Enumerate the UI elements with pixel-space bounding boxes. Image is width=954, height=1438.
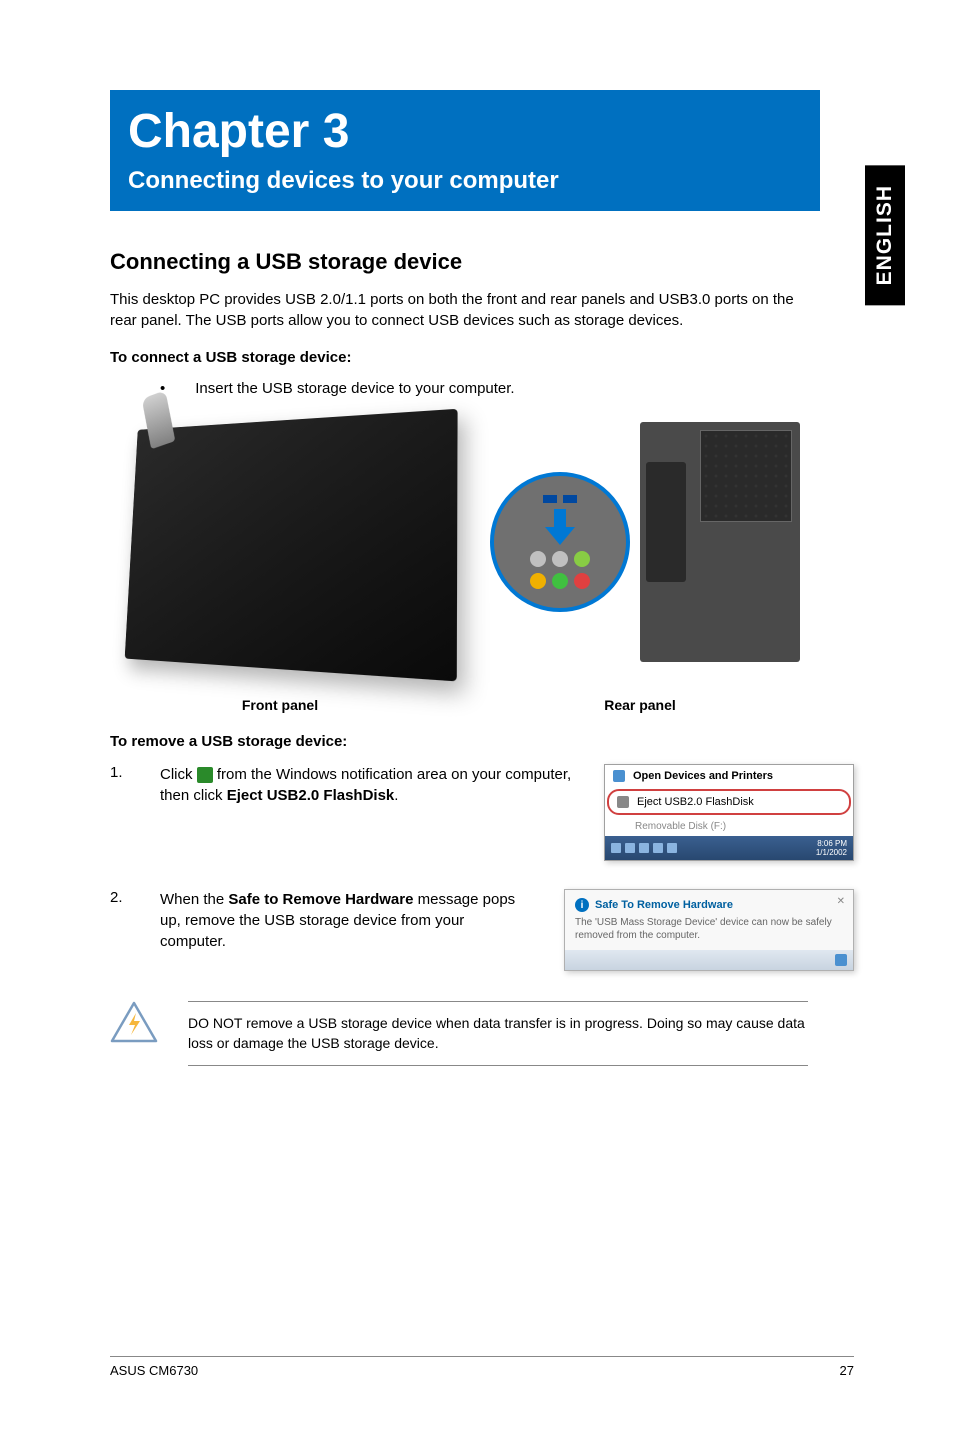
taskbar-icons xyxy=(611,843,677,853)
tray-icon xyxy=(197,767,213,783)
warning-lightning-icon xyxy=(110,1001,158,1043)
eject-popup-row1-text: Open Devices and Printers xyxy=(633,770,773,782)
language-tab: ENGLISH xyxy=(865,165,905,305)
taskbar-clock-time: 8:06 PM xyxy=(816,839,847,848)
audio-jack xyxy=(552,551,568,567)
front-panel-image xyxy=(125,409,458,682)
chapter-subtitle: Connecting devices to your computer xyxy=(128,167,802,195)
eject-popup-open-devices[interactable]: Open Devices and Printers xyxy=(605,765,853,787)
connect-bullet-row: • Insert the USB storage device to your … xyxy=(160,380,854,397)
audio-jack xyxy=(530,551,546,567)
front-panel-label: Front panel xyxy=(242,697,318,713)
connect-heading: To connect a USB storage device: xyxy=(110,349,854,366)
rear-panel-label: Rear panel xyxy=(604,697,676,713)
footer-product: ASUS CM6730 xyxy=(110,1363,198,1378)
toast-footer-icon xyxy=(835,954,847,966)
remove-step-1: 1. Click from the Windows notification a… xyxy=(110,764,854,861)
remove-step-2: 2. When the Safe to Remove Hardware mess… xyxy=(110,889,854,971)
usb3-port xyxy=(563,495,577,503)
eject-popup-sub: Removable Disk (F:) xyxy=(605,817,853,836)
panels-row: Front panel xyxy=(110,417,854,713)
eject-popup-taskbar: 8:06 PM 1/1/2002 xyxy=(605,836,853,860)
section-title: Connecting a USB storage device xyxy=(110,249,854,275)
chapter-header: Chapter 3 Connecting devices to your com… xyxy=(110,90,820,211)
warning-content: DO NOT remove a USB storage device when … xyxy=(188,1001,808,1066)
drive-icon xyxy=(617,796,629,808)
rear-tower-image xyxy=(640,422,800,662)
info-icon: i xyxy=(575,898,589,912)
eject-popup-eject-item[interactable]: Eject USB2.0 FlashDisk xyxy=(607,789,851,815)
connect-bullet-text: Insert the USB storage device to your co… xyxy=(195,380,514,397)
audio-jack xyxy=(574,551,590,567)
section-intro: This desktop PC provides USB 2.0/1.1 por… xyxy=(110,289,810,331)
safe-remove-toast: ✕ i Safe To Remove Hardware The 'USB Mas… xyxy=(564,889,854,971)
devices-icon xyxy=(613,770,625,782)
eject-popup-row2-text: Eject USB2.0 FlashDisk xyxy=(637,796,754,808)
step-text: Click from the Windows notification area… xyxy=(160,764,574,806)
audio-jack xyxy=(552,573,568,589)
step-text: When the Safe to Remove Hardware message… xyxy=(160,889,534,952)
warning-text: DO NOT remove a USB storage device when … xyxy=(188,1014,808,1053)
step-number: 2. xyxy=(110,889,160,952)
rear-panel-image xyxy=(480,417,800,667)
toast-close-icon[interactable]: ✕ xyxy=(837,896,845,907)
taskbar-clock-date: 1/1/2002 xyxy=(816,848,847,857)
audio-jack xyxy=(574,573,590,589)
rear-panel-block: Rear panel xyxy=(480,417,800,713)
toast-body: The 'USB Mass Storage Device' device can… xyxy=(575,916,843,942)
audio-jack xyxy=(530,573,546,589)
toast-footer xyxy=(565,950,853,970)
front-panel-block: Front panel xyxy=(110,417,450,713)
step-number: 1. xyxy=(110,764,160,806)
warning-box: DO NOT remove a USB storage device when … xyxy=(110,1001,854,1066)
rear-zoom-circle xyxy=(490,472,630,612)
footer-page-number: 27 xyxy=(840,1363,854,1378)
toast-title: i Safe To Remove Hardware xyxy=(575,898,843,912)
page-footer: ASUS CM6730 27 xyxy=(110,1356,854,1378)
usb3-port xyxy=(543,495,557,503)
eject-popup: Open Devices and Printers Eject USB2.0 F… xyxy=(604,764,854,861)
remove-heading: To remove a USB storage device: xyxy=(110,733,854,750)
chapter-number: Chapter 3 xyxy=(128,104,802,159)
usb-arrow-icon xyxy=(545,509,575,545)
page-content: Chapter 3 Connecting devices to your com… xyxy=(0,0,954,1116)
